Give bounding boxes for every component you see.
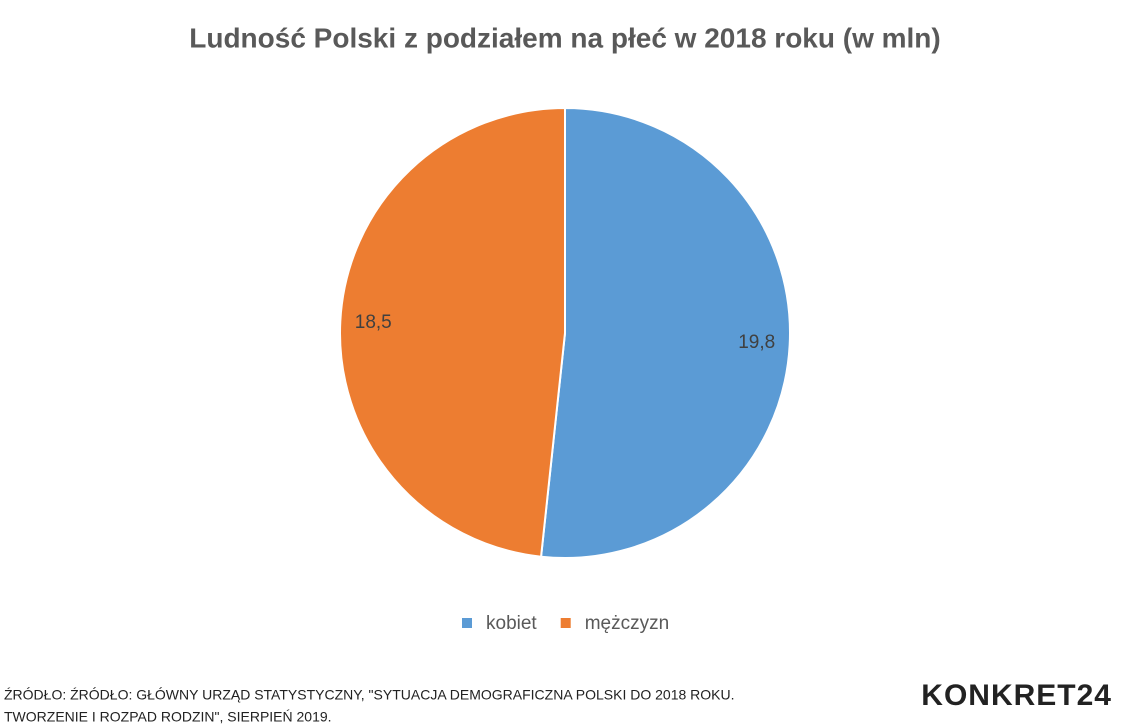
source-line: ŹRÓDŁO: ŹRÓDŁO: GŁÓWNY URZĄD STATYSTYCZN… xyxy=(4,687,735,703)
pie-slice xyxy=(339,106,566,558)
data-label: 18,5 xyxy=(355,312,392,333)
legend-swatch xyxy=(462,618,472,628)
legend-swatch xyxy=(560,618,571,628)
pie-slice xyxy=(539,106,791,559)
pie: 19,8 18,5 xyxy=(339,106,791,559)
legend-label: mężczyzn xyxy=(585,613,669,634)
legend-label: kobiet xyxy=(486,613,537,634)
source-line: TWORZENIE I ROZPAD RODZIN", SIERPIEŃ 201… xyxy=(4,709,332,725)
data-label: 19,8 xyxy=(738,332,775,353)
logo: KONKRET24 xyxy=(921,679,1112,712)
chart-title: Ludność Polski z podziałem na płeć w 201… xyxy=(189,22,941,53)
legend: kobiet mężczyzn xyxy=(462,613,669,634)
